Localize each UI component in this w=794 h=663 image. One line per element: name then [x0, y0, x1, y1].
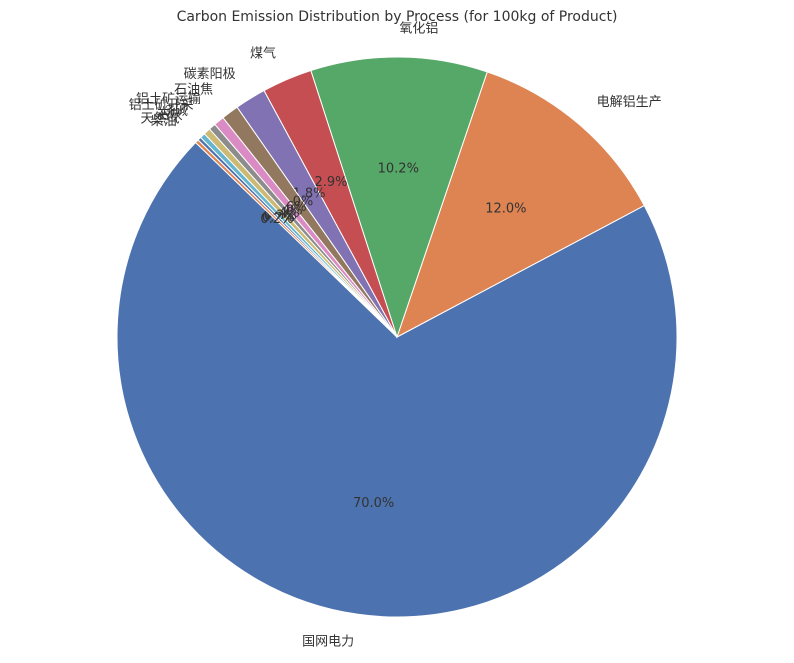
pct-label: 12.0%	[485, 202, 526, 217]
slice-label: 柴油	[151, 114, 177, 129]
pie-slice	[116, 141, 678, 618]
pie-slice	[310, 56, 488, 339]
pie-slice	[194, 139, 398, 338]
chart-title: Carbon Emission Distribution by Process …	[177, 9, 618, 25]
slice-label: 煤气	[250, 45, 276, 61]
pct-label: 2.9%	[314, 175, 347, 190]
pct-label: 10.2%	[378, 162, 419, 177]
slice-label: 石灰	[157, 108, 183, 123]
pct-label: 0.2%	[260, 212, 293, 227]
pct-label: 70.0%	[353, 496, 394, 511]
slice-label: 电解铝生产	[597, 95, 662, 110]
slice-label: 国网电力	[302, 635, 354, 650]
slice-label: 烧碱	[162, 103, 188, 118]
pct-label: 1.8%	[292, 186, 325, 201]
slice-label: 铝土矿运输	[136, 91, 201, 107]
slice-label: 氧化铝	[399, 22, 438, 37]
slice-label: 碳素阳极	[184, 67, 236, 82]
pie-slice	[396, 71, 645, 339]
slice-label: 天然气	[140, 110, 179, 126]
slice-label: 铝土矿开采	[129, 98, 194, 113]
slice-label: 石油焦	[174, 82, 213, 97]
